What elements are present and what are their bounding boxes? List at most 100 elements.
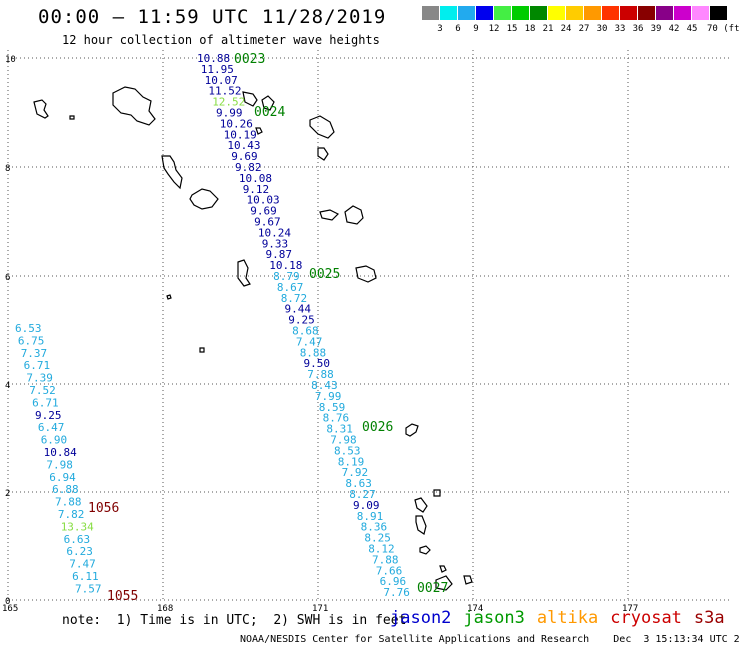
swh-value: 10.26: [220, 117, 253, 130]
latitude-label: 4: [5, 381, 10, 391]
legend-swatch: [422, 6, 439, 20]
swh-value: 9.12: [243, 183, 270, 196]
swh-value: 7.88: [55, 496, 82, 509]
pass-label: 1056: [88, 501, 119, 516]
swh-value: 8.53: [334, 444, 361, 457]
latitude-label: 0: [5, 597, 10, 607]
altimeter-track-left: 6.536.757.376.717.397.526.719.256.476.90…: [15, 322, 102, 595]
island-outline: [255, 127, 263, 135]
legend-label: 39: [650, 24, 662, 34]
legend-swatch: [584, 6, 601, 20]
swh-value: 10.18: [269, 259, 302, 272]
legend-swatch: [656, 6, 673, 20]
island-outline: [33, 99, 49, 119]
latitude-labels: 10 8 6 4 2 0: [5, 55, 16, 607]
satellite-legend: jason2 jason3 altika cryosat s3a: [390, 608, 737, 628]
legend-swatch: [602, 6, 619, 20]
island-outline: [309, 115, 335, 139]
island-outline: [242, 91, 258, 107]
swh-value: 7.39: [26, 372, 53, 385]
swh-value: 8.79: [273, 270, 300, 283]
swh-value: 8.59: [319, 401, 346, 414]
swh-value: 8.72: [281, 292, 308, 305]
swh-value: 8.91: [357, 510, 384, 523]
swh-value: 7.88: [307, 368, 334, 381]
swh-value: 10.07: [205, 74, 238, 87]
swh-value: 7.92: [342, 466, 369, 479]
satellite-s3a: s3a: [693, 608, 725, 628]
legend-label: 12: [488, 24, 500, 34]
swh-value: 7.98: [330, 434, 357, 447]
island-outline: [161, 155, 183, 190]
island-outline: [69, 115, 75, 120]
island-outline: [199, 347, 205, 353]
swh-value: 9.69: [231, 150, 258, 163]
legend-label: 6: [455, 24, 461, 34]
pass-label: 0024: [254, 105, 285, 120]
swh-value: 6.63: [64, 533, 91, 546]
swh-value: 7.52: [29, 384, 56, 397]
island-outline: [433, 489, 441, 497]
legend-swatch: [512, 6, 529, 20]
swh-value: 10.03: [247, 194, 280, 207]
pass-label: 1055: [107, 589, 138, 604]
swh-value: 8.25: [364, 532, 391, 545]
swh-value: 8.43: [311, 379, 338, 392]
swh-value: 8.63: [345, 477, 372, 490]
swh-value: 9.67: [254, 216, 281, 229]
longitude-label: 171: [312, 604, 328, 614]
swh-value: 6.75: [18, 334, 45, 347]
legend-swatch: [494, 6, 511, 20]
swh-value: 9.50: [304, 357, 331, 370]
credit-line: NOAA/NESDIS Center for Satellite Applica…: [240, 634, 740, 645]
swh-value: 6.96: [380, 575, 407, 588]
island-outline: [414, 497, 428, 513]
swh-value: 6.47: [38, 421, 65, 434]
island-outline: [112, 86, 156, 126]
legend-swatch: [440, 6, 457, 20]
legend-label: 18: [524, 24, 536, 34]
satellite-jason2: jason2: [390, 608, 452, 628]
longitude-label: 165: [2, 604, 18, 614]
swh-value: 10.08: [239, 172, 272, 185]
swh-value: 9.25: [35, 409, 62, 422]
swh-value: 7.99: [315, 390, 342, 403]
satellite-jason3: jason3: [463, 608, 525, 628]
island-outline: [317, 147, 329, 161]
legend-swatch: [692, 6, 709, 20]
pass-labels: 0023 0024 0025 0026 0027 1056 1055: [88, 52, 448, 604]
swh-value: 6.90: [41, 434, 67, 447]
pass-label: 0026: [362, 420, 393, 435]
latitude-label: 8: [5, 164, 10, 174]
swh-value: 7.47: [69, 558, 96, 571]
legend-label: 24: [560, 24, 572, 34]
swh-value: 9.33: [262, 237, 289, 250]
map-title: 00:00 – 11:59 UTC 11/28/2019: [38, 6, 387, 28]
legend-label: 42: [668, 24, 680, 34]
legend-swatch: [674, 6, 691, 20]
satellite-altika: altika: [536, 608, 599, 628]
swh-value: 10.19: [224, 128, 257, 141]
legend-swatch: [566, 6, 583, 20]
map-subtitle: 12 hour collection of altimeter wave hei…: [62, 33, 380, 47]
swh-value: 7.76: [383, 586, 410, 599]
swh-value: 8.76: [323, 412, 350, 425]
swh-value: 10.88: [197, 52, 230, 65]
latitude-label: 6: [5, 273, 10, 283]
lat-lon-grid: [7, 50, 730, 601]
swh-value: 8.12: [368, 543, 395, 556]
swh-value: 6.53: [15, 322, 42, 335]
swh-value: 9.87: [266, 248, 293, 261]
swh-value: 8.68: [292, 325, 319, 338]
swh-value: 7.82: [58, 508, 85, 521]
island-outline: [415, 515, 427, 535]
swh-value: 8.31: [326, 423, 353, 436]
island-outline: [237, 259, 251, 287]
swh-value: 6.71: [24, 359, 50, 372]
legend-swatch: [620, 6, 637, 20]
latitude-label: 2: [5, 489, 10, 499]
legend-label: 33: [614, 24, 626, 34]
legend-swatch: [476, 6, 493, 20]
longitude-label: 168: [157, 604, 173, 614]
